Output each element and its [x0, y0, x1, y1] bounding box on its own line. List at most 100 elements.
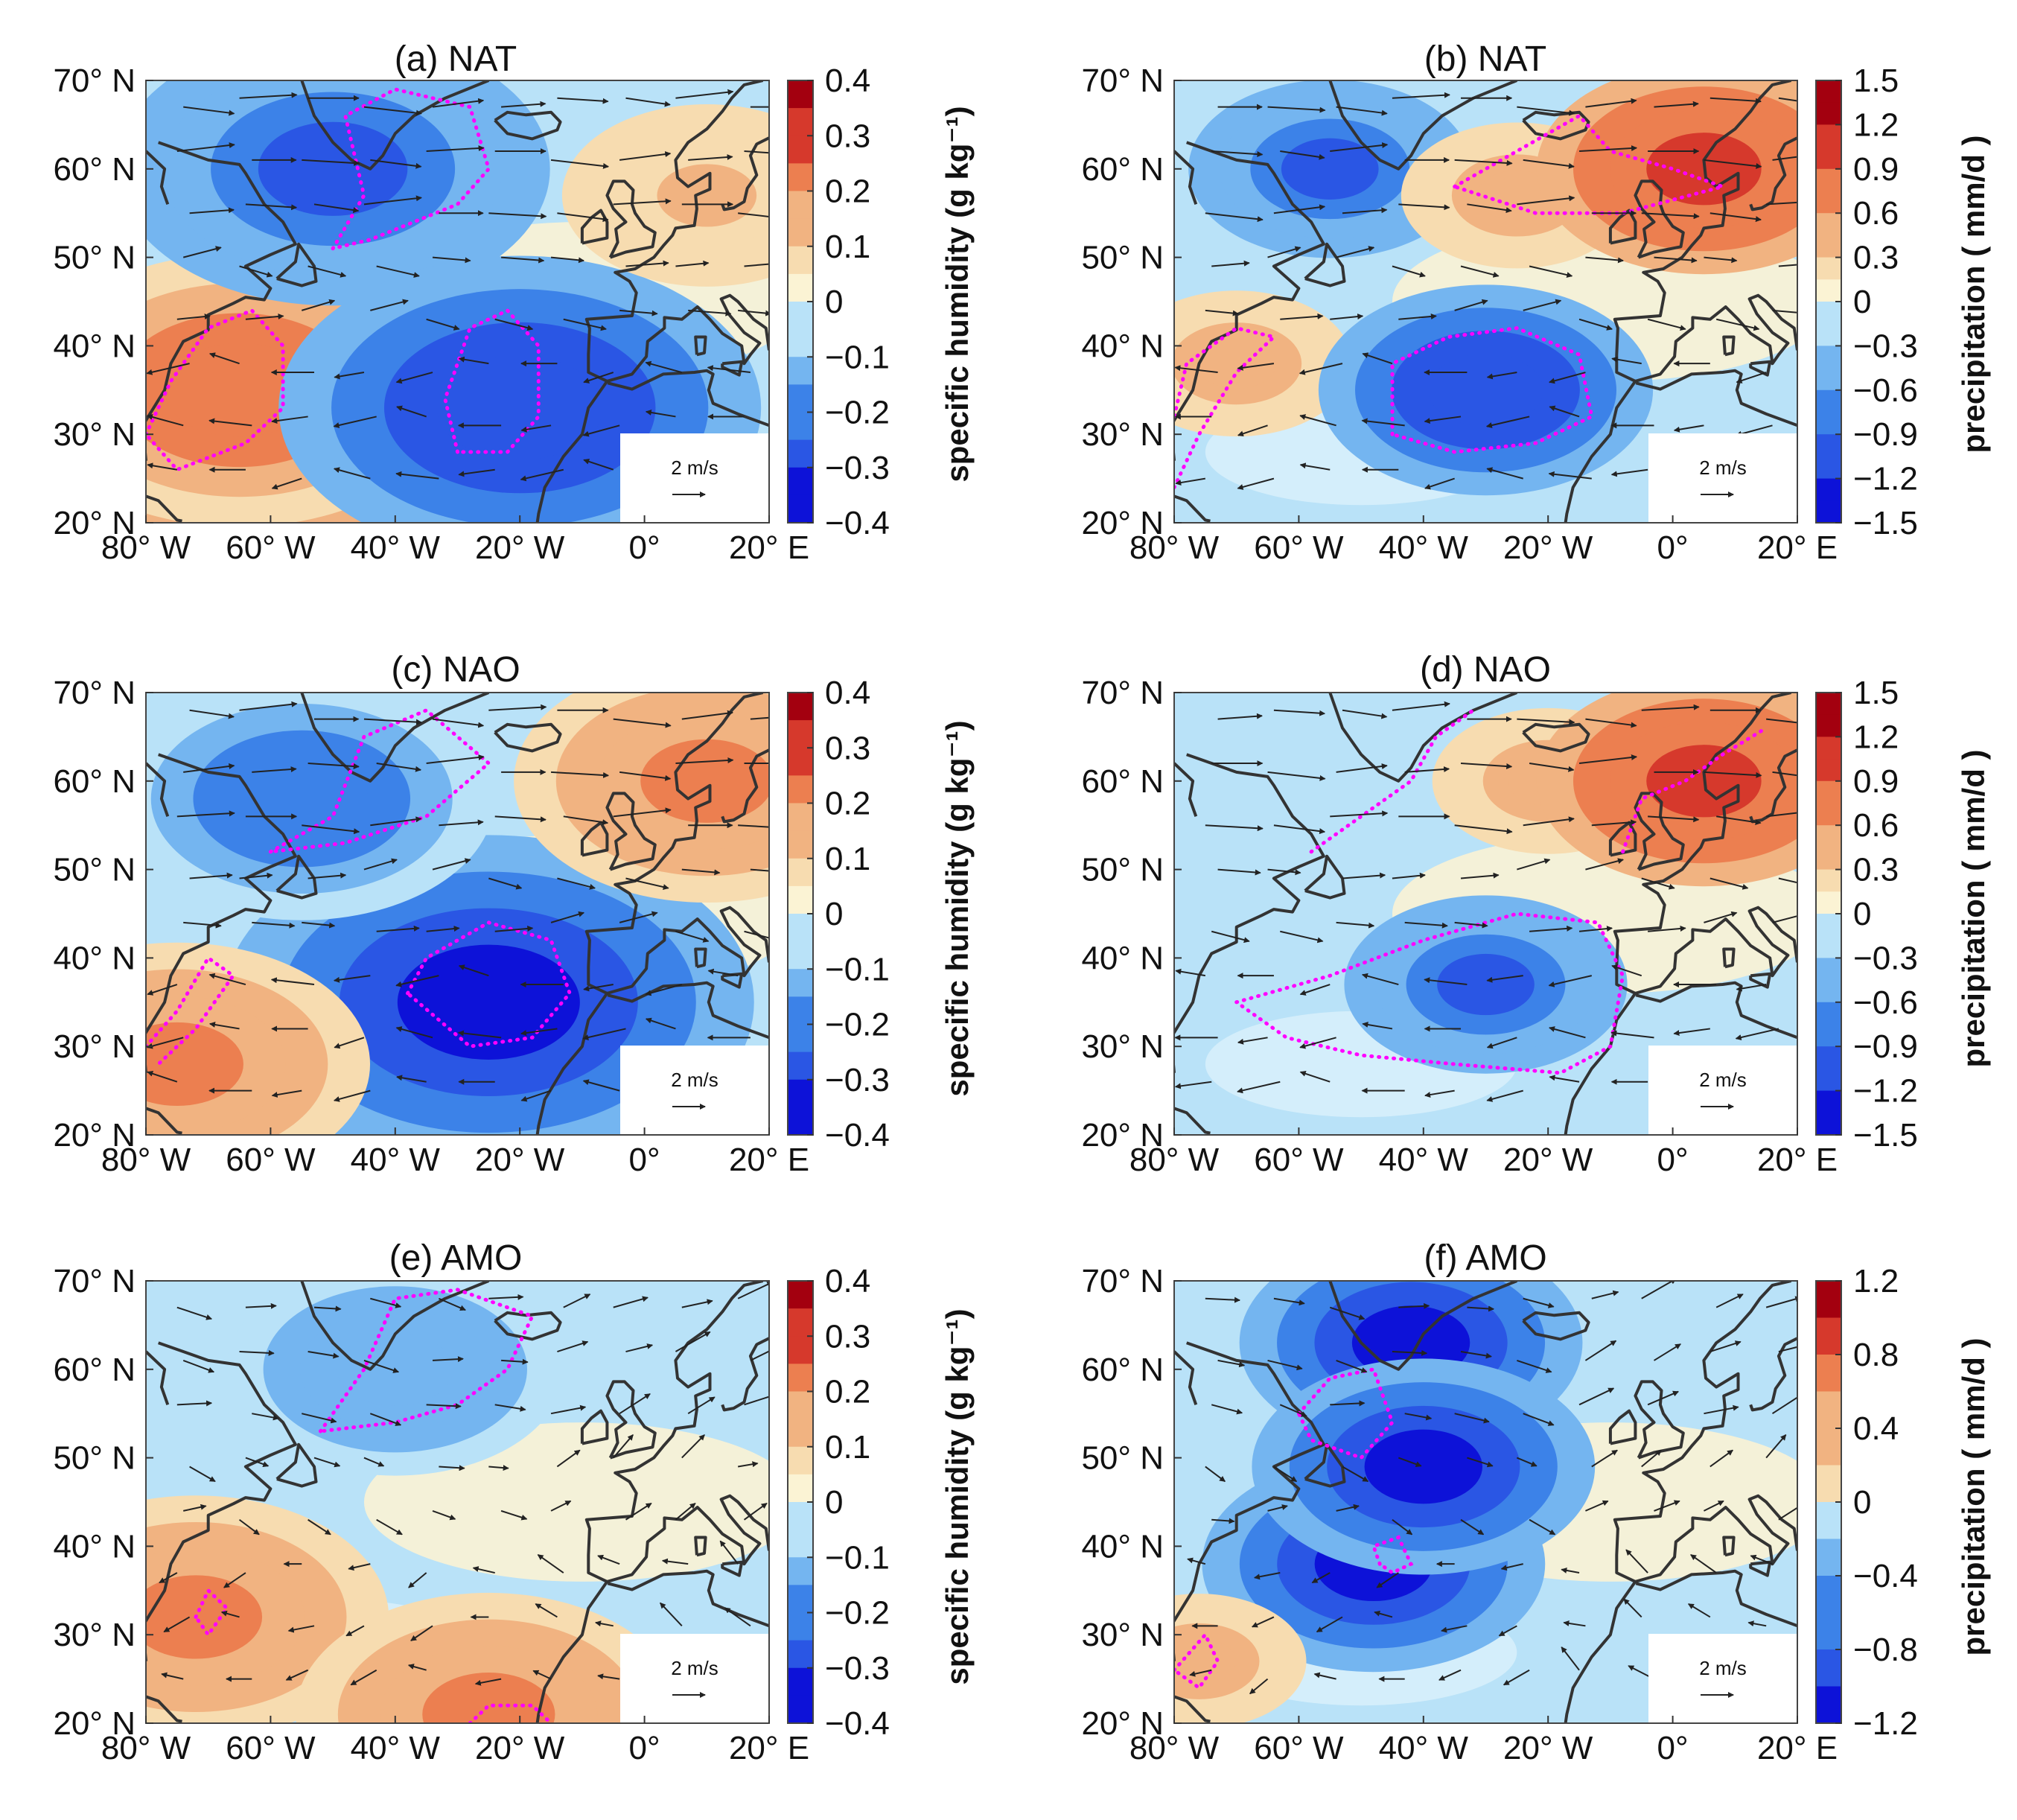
wind-arrow — [239, 92, 298, 99]
map-fill-d: 2 m/s — [1174, 693, 1797, 1135]
wind-arrow — [1404, 921, 1448, 929]
coastline — [1174, 1350, 1198, 1405]
coastline — [605, 792, 657, 871]
wind-arrow — [239, 701, 298, 711]
wind-arrow — [681, 710, 734, 720]
lon-tick-label: 20° E — [729, 1142, 809, 1178]
coastline — [535, 1580, 609, 1723]
anomaly-contour — [1174, 1638, 1236, 1684]
colorbar-tick-label: 0.4 — [825, 675, 870, 711]
wind-arrow — [1460, 872, 1500, 879]
colorbar-bin — [788, 996, 813, 1025]
wind-arrow — [1267, 868, 1301, 876]
colorbar-bin — [1816, 803, 1841, 826]
wind-arrow — [1404, 1413, 1433, 1421]
colorbar-bin — [788, 357, 813, 385]
wind-arrow — [1500, 1563, 1523, 1571]
wind-arrow — [619, 309, 658, 316]
coastline — [1613, 80, 1792, 383]
wind-arrow — [1299, 1070, 1331, 1083]
lat-tick-label: 30° N — [1081, 1617, 1164, 1653]
lon-tick-label: 60° W — [226, 529, 316, 566]
coastline — [146, 150, 170, 205]
wind-arrow — [147, 1070, 178, 1083]
colorbar-bin — [1816, 1391, 1841, 1429]
wind-arrow — [308, 1351, 340, 1359]
wind-arrow — [1765, 1434, 1787, 1459]
coastline — [1174, 1107, 1211, 1135]
significance-contour — [406, 920, 573, 1049]
coastline — [1174, 753, 1325, 1073]
wind-arrow — [245, 203, 298, 211]
coastline — [146, 1350, 170, 1405]
colorbar-bin — [1816, 1281, 1841, 1319]
wind-arrow — [724, 1607, 751, 1627]
colorbar-bin — [1816, 1612, 1841, 1650]
wind-arrow — [301, 299, 336, 311]
anomaly-contour — [1437, 953, 1535, 1016]
wind-arrow — [1735, 1028, 1779, 1040]
wind-arrow — [208, 973, 246, 986]
coastline — [1635, 369, 1797, 427]
wind-arrow — [557, 212, 609, 223]
wind-scale-box — [1648, 1634, 1797, 1723]
colorbar-bin — [788, 246, 813, 275]
lat-tick-label: 60° N — [53, 151, 136, 188]
lat-tick-label: 50° N — [1081, 1440, 1164, 1477]
wind-arrow — [1766, 812, 1797, 818]
lat-tick-label: 40° N — [1081, 328, 1164, 364]
wind-arrow — [432, 858, 471, 871]
wind-arrow — [1591, 1449, 1618, 1468]
colorbar-bin — [1816, 257, 1841, 280]
wind-scale-label: 2 m/s — [671, 1657, 718, 1679]
wind-arrow — [1187, 1557, 1206, 1565]
colorbar-bin — [1816, 714, 1841, 737]
wind-arrow — [550, 159, 610, 169]
wind-arrow — [645, 360, 683, 374]
wind-arrow — [252, 1413, 279, 1421]
wind-arrow — [595, 1620, 614, 1627]
wind-arrow — [1772, 771, 1797, 777]
colorbar-bin — [788, 748, 813, 776]
colorbar-bin — [1816, 168, 1841, 192]
wind-arrow — [1311, 1572, 1331, 1584]
wind-arrow — [520, 1028, 558, 1037]
lat-tick-label: 60° N — [1081, 1352, 1164, 1388]
colorbar-bin — [1816, 368, 1841, 391]
colorbar-bin — [788, 941, 813, 970]
wind-arrow — [432, 1509, 456, 1521]
wind-arrow — [1523, 1413, 1555, 1426]
wind-arrow — [334, 372, 365, 380]
colorbar-tick-label: 0 — [1853, 284, 1871, 320]
panel-title-c: (c) NAO — [391, 650, 520, 690]
colorbar-bin — [788, 1474, 813, 1503]
wind-arrow — [1211, 260, 1250, 267]
wind-arrow — [1211, 930, 1250, 944]
coastline — [1634, 792, 1685, 871]
coastline — [535, 380, 609, 523]
wind-arrow — [550, 911, 585, 923]
wind-arrow — [1648, 815, 1700, 823]
wind-scale-label: 2 m/s — [671, 1069, 718, 1091]
wind-arrow — [1517, 106, 1575, 116]
significance-contour — [1453, 113, 1730, 215]
wind-arrow — [744, 1393, 769, 1406]
wind-arrow — [1249, 1678, 1269, 1695]
wind-arrow — [1610, 1030, 1654, 1039]
anomaly-contour — [258, 121, 408, 216]
wind-arrow — [1398, 1457, 1422, 1467]
lon-tick-label: 80° W — [1129, 529, 1220, 566]
wind-arrow — [1299, 984, 1331, 996]
wind-arrow — [1673, 1028, 1710, 1037]
wind-arrow — [376, 265, 420, 279]
coastline — [721, 360, 744, 377]
colorbar-bin — [788, 439, 813, 468]
colorbar-bin — [1816, 102, 1841, 125]
wind-arrow — [376, 925, 420, 932]
wind-arrow — [1253, 1572, 1281, 1580]
wind-arrow — [1517, 858, 1551, 871]
significance-contour — [331, 87, 491, 251]
wind-arrow — [737, 1282, 769, 1299]
coastline — [1564, 992, 1637, 1135]
significance-contour — [443, 308, 541, 454]
